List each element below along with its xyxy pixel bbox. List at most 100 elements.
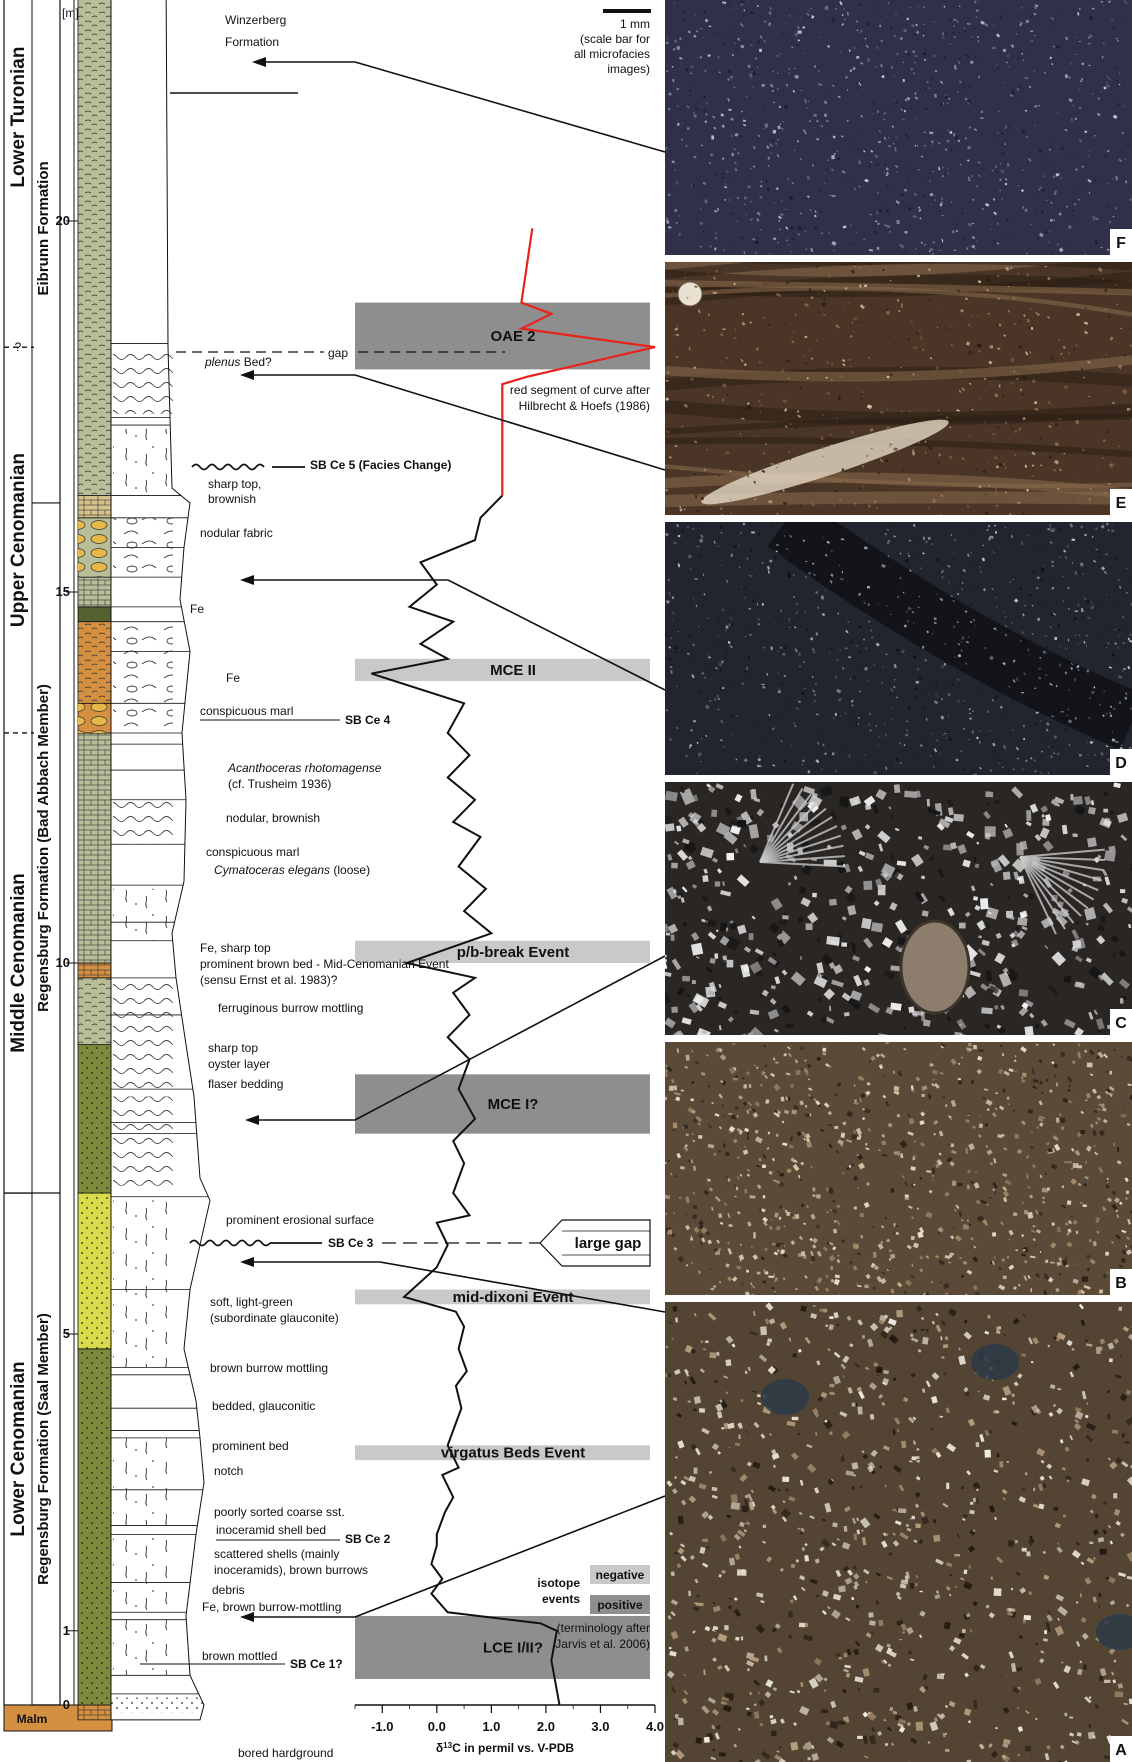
microfacies-letter: E [1116,495,1127,512]
leader-line [354,1495,666,1618]
scale-bar: 1 mm (scale bar for all microfacies imag… [574,9,651,76]
acanthoceras-label: Acanthoceras rhotomagense [227,761,382,775]
microfacies-panel-a: A [665,1302,1132,1762]
soft-green-label-1: soft, light-green [210,1295,293,1309]
sharp-top-label-2: brownish [208,492,256,506]
sb-ce3-label: SB Ce 3 [328,1236,374,1250]
microfacies-panel-c: C [665,782,1132,1035]
conspicuous-marl-label-2: conspicuous marl [206,845,299,859]
scattered-shells-label-1: scattered shells (mainly [214,1547,339,1561]
legend-positive-swatch [590,1595,650,1614]
x-tick-label: 1.0 [482,1719,500,1734]
bored-hardground-label: bored hardground [238,1746,333,1760]
microfacies-background [665,522,1132,775]
stage-label: Middle Cenomanian [8,873,29,1052]
sharp-top-label-1: sharp top, [208,477,261,491]
leader-arrowhead [252,57,266,67]
isotope-curve-red [501,228,656,496]
lithology-pattern [78,732,111,963]
plot-annotations: red segment of curve after Hilbrecht & H… [510,383,651,1651]
lithology-pattern [78,1193,111,1349]
lithology-pattern [78,577,111,607]
notch-label: notch [214,1464,243,1478]
isotope-curve [371,228,656,1706]
leader-arrowhead [245,1115,259,1125]
plenus-label: plenus Bed? [204,355,272,369]
microfacies-texture [665,1302,1132,1762]
sb-ce5-label: SB Ce 5 (Facies Change) [310,458,451,472]
event-band [355,1445,650,1461]
meter-tick-label: 15 [56,584,70,599]
fabric-texture [113,1200,173,1368]
panel-letter-bg [1110,1269,1132,1295]
event-band [355,1289,650,1305]
oyster-layer-label: oyster layer [208,1057,270,1071]
isotope-curve-black [371,494,561,1706]
poorly-sorted-label: poorly sorted coarse sst. [214,1505,345,1519]
x-axis-label: δ13C in permil vs. V-PDB [436,1741,575,1756]
lithology-annotations: Winzerberg Formation gap plenus Bed? SB … [140,13,540,1760]
lithology-pattern [78,621,111,704]
microfacies-texture [665,1042,1132,1295]
fabric-texture [113,799,173,845]
microfacies-panel-d: D [665,522,1132,775]
scale-note-1: (scale bar for [580,32,650,46]
microfacies-letter: A [1115,1742,1127,1759]
scale-note-2: all microfacies [574,47,650,61]
sb-ce4-label: SB Ce 4 [345,713,391,727]
fe-sharp-top-label: Fe, sharp top [200,941,271,955]
microfacies-letter: F [1116,235,1126,252]
legend-negative-label: negative [596,1568,645,1582]
lithology-pattern [78,517,111,578]
lithology-pattern [78,0,111,496]
fe-label-2: Fe [226,671,240,685]
large-gap-label: large gap [575,1235,642,1252]
leader-line [379,1261,666,1313]
sensu-ernst-label: (sensu Ernst et al. 1983)? [200,973,338,987]
curve-note-2: Hilbrecht & Hoefs (1986) [519,399,650,413]
lithology-pattern [78,963,111,978]
meter-tick-label: 5 [63,1326,70,1341]
legend-title-2: events [542,1592,580,1606]
event-label: mid-dixoni Event [453,1289,574,1306]
scale-bar-line [603,9,651,13]
nodular-fabric-label: nodular fabric [200,526,273,540]
microfacies-background [665,0,1132,255]
event-label: LCE I/II? [483,1639,543,1656]
leader-arrowhead [240,1257,254,1267]
stage-label: Lower Turonian [8,47,29,188]
meter-tick-label: 20 [56,213,70,228]
sb-ce2-label: SB Ce 2 [345,1532,391,1546]
event-band [355,940,650,963]
leader-arrows [240,57,666,1622]
debris-label: debris [212,1583,245,1597]
microfacies-panel-b: B [665,1042,1132,1295]
microfacies-panel-f: F [665,0,1132,255]
microfacies-letter: D [1115,755,1127,772]
large-gap-box: large gap [539,1219,651,1267]
isotope-legend: isotope events negative positive (termin… [537,1565,650,1651]
leader-line [354,61,666,153]
gap-label: gap [328,346,348,360]
lithology-pattern [78,977,111,1045]
microfacies-letter: B [1115,1275,1127,1292]
legend-title-1: isotope [537,1576,580,1590]
event-label: p/b-break Event [457,944,570,961]
fabric-texture [113,621,173,733]
ferruginous-label: ferruginous burrow mottling [218,1001,363,1015]
x-tick-label: 2.0 [537,1719,555,1734]
lithology-pattern [78,495,111,518]
leader-line [354,374,666,471]
fabric-texture [113,428,173,496]
soft-green-label-2: (subordinate glauconite) [210,1311,339,1325]
winzerberg-label-1: Winzerberg [225,13,286,27]
lithology-pattern [78,703,111,733]
lithology-columns [77,0,112,1721]
boundary-query: ? [15,340,22,354]
isotope-event-bands: LCE I/II? virgatus Beds Event mid-dixoni E… [355,302,650,1680]
inoceramid-shell-label: inoceramid shell bed [216,1523,326,1537]
lithology-unit [77,606,112,623]
fe-label-1: Fe [190,602,204,616]
meter-tick-label: 1 [63,1623,70,1638]
